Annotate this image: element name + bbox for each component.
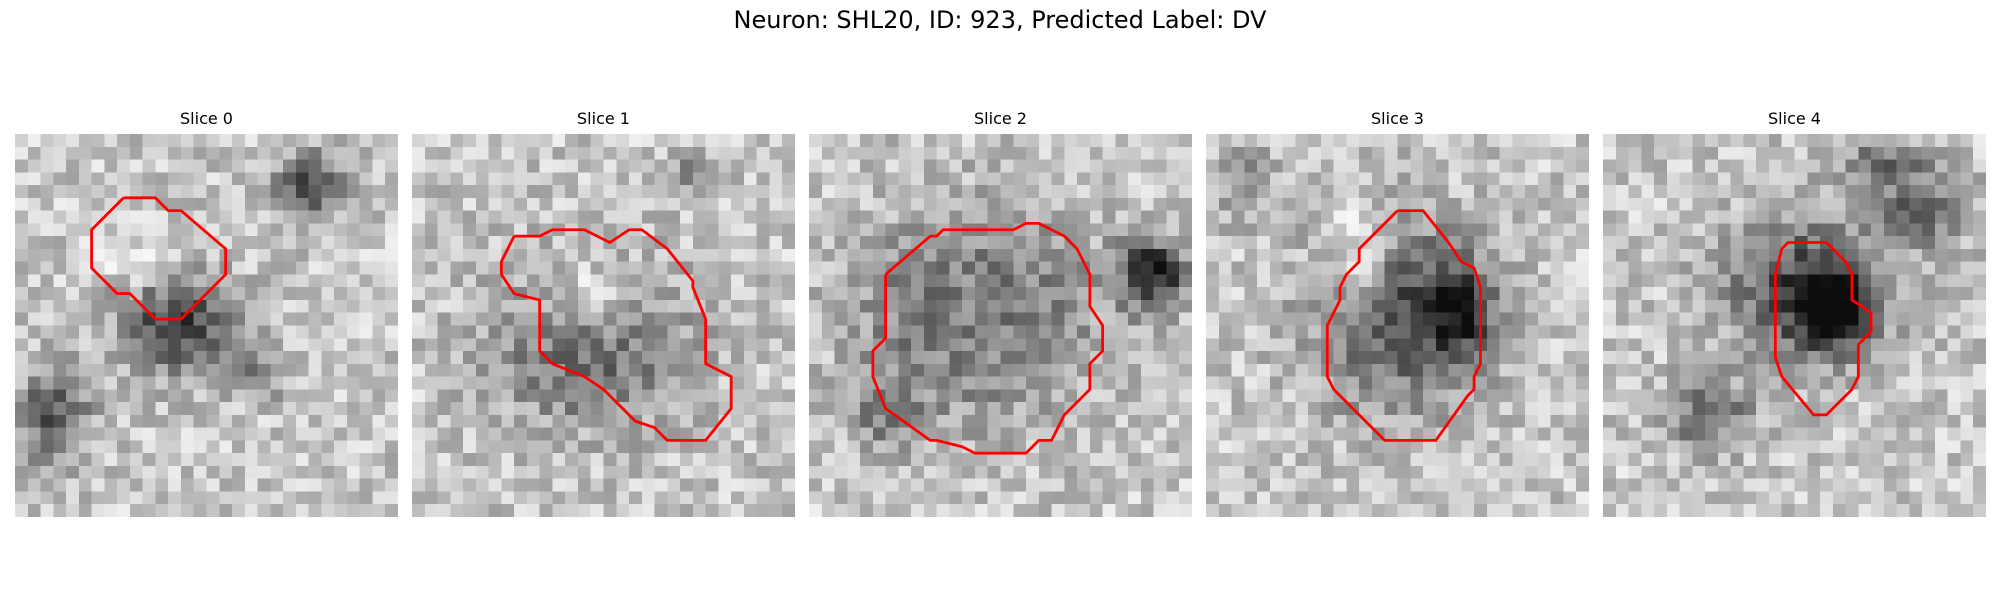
slice-image-2 (809, 134, 1192, 517)
slice-panel-0: Slice 0 (15, 108, 398, 517)
slice-image-1 (412, 134, 795, 517)
figure-title: Neuron: SHL20, ID: 923, Predicted Label:… (733, 6, 1267, 34)
slice-image-4 (1603, 134, 1986, 517)
slice-image-3 (1206, 134, 1589, 517)
slice-image-0 (15, 134, 398, 517)
roi-contour-0 (90, 196, 228, 321)
slice-panel-4: Slice 4 (1603, 108, 1986, 517)
slice-title-1: Slice 1 (577, 109, 630, 128)
slice-title-2: Slice 2 (974, 109, 1027, 128)
roi-contour-4 (1773, 241, 1873, 417)
slice-panel-3: Slice 3 (1206, 108, 1589, 517)
roi-contour-3 (1325, 209, 1482, 442)
slice-panel-1: Slice 1 (412, 108, 795, 517)
slice-title-4: Slice 4 (1768, 109, 1821, 128)
slice-panel-2: Slice 2 (809, 108, 1192, 517)
roi-contour-1 (499, 228, 733, 442)
slice-title-0: Slice 0 (180, 109, 233, 128)
slice-title-3: Slice 3 (1371, 109, 1424, 128)
roi-contour-2 (871, 221, 1105, 455)
